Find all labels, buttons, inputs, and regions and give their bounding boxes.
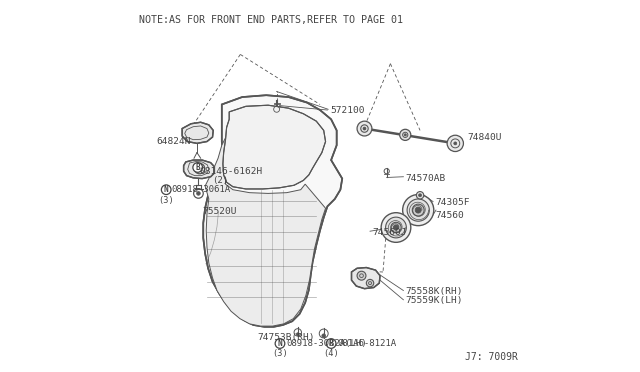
Circle shape bbox=[415, 207, 421, 213]
Text: NOTE:AS FOR FRONT END PARTS,REFER TO PAGE 01: NOTE:AS FOR FRONT END PARTS,REFER TO PAG… bbox=[139, 15, 403, 25]
Polygon shape bbox=[205, 134, 326, 326]
Circle shape bbox=[403, 195, 434, 226]
Text: 74305F: 74305F bbox=[435, 198, 469, 207]
Ellipse shape bbox=[255, 141, 262, 146]
Text: N: N bbox=[164, 185, 168, 194]
Text: 572100: 572100 bbox=[330, 106, 365, 115]
Circle shape bbox=[357, 121, 372, 136]
Text: 74560J: 74560J bbox=[372, 228, 406, 237]
Circle shape bbox=[196, 192, 200, 195]
Ellipse shape bbox=[240, 147, 244, 151]
Circle shape bbox=[385, 217, 406, 238]
Circle shape bbox=[366, 279, 374, 287]
Text: (4): (4) bbox=[323, 349, 339, 358]
Text: R: R bbox=[329, 339, 333, 348]
Circle shape bbox=[454, 142, 457, 145]
Circle shape bbox=[400, 129, 411, 140]
Text: 08918-3082A(LH): 08918-3082A(LH) bbox=[286, 339, 367, 348]
Circle shape bbox=[275, 339, 285, 348]
Text: (2): (2) bbox=[212, 176, 228, 185]
Circle shape bbox=[419, 194, 422, 197]
Text: J7: 7009R: J7: 7009R bbox=[465, 352, 517, 362]
Text: 75559K(LH): 75559K(LH) bbox=[405, 296, 463, 305]
Circle shape bbox=[407, 199, 429, 221]
Circle shape bbox=[381, 213, 411, 242]
Circle shape bbox=[197, 166, 202, 171]
Ellipse shape bbox=[238, 146, 246, 152]
Circle shape bbox=[417, 192, 424, 199]
Text: B: B bbox=[195, 163, 200, 172]
Circle shape bbox=[412, 204, 424, 216]
Polygon shape bbox=[184, 160, 214, 179]
Text: 75520U: 75520U bbox=[202, 208, 237, 217]
Text: 74560: 74560 bbox=[435, 211, 463, 220]
Polygon shape bbox=[182, 122, 213, 143]
Circle shape bbox=[161, 185, 171, 195]
Text: N: N bbox=[278, 339, 282, 348]
Ellipse shape bbox=[252, 168, 255, 171]
Text: (3): (3) bbox=[272, 349, 288, 358]
Polygon shape bbox=[223, 105, 326, 189]
Text: 75558K(RH): 75558K(RH) bbox=[405, 287, 463, 296]
Circle shape bbox=[391, 222, 401, 233]
Circle shape bbox=[394, 225, 399, 230]
Circle shape bbox=[404, 134, 406, 136]
Circle shape bbox=[363, 127, 366, 130]
Ellipse shape bbox=[250, 167, 257, 172]
Circle shape bbox=[326, 339, 336, 348]
Circle shape bbox=[447, 135, 463, 151]
Text: (3): (3) bbox=[158, 196, 174, 205]
Text: 08146-6162H: 08146-6162H bbox=[200, 167, 263, 176]
Text: 08918-3061A: 08918-3061A bbox=[172, 185, 231, 194]
Circle shape bbox=[322, 334, 326, 337]
Text: 74570AB: 74570AB bbox=[405, 174, 445, 183]
Ellipse shape bbox=[269, 161, 278, 167]
Polygon shape bbox=[204, 95, 342, 327]
Text: 74753B(RH): 74753B(RH) bbox=[257, 333, 314, 343]
Polygon shape bbox=[351, 267, 380, 289]
Ellipse shape bbox=[257, 142, 261, 145]
Text: 081A6-8121A: 081A6-8121A bbox=[337, 339, 396, 348]
Circle shape bbox=[193, 163, 202, 172]
Text: 64824N: 64824N bbox=[156, 137, 191, 146]
Circle shape bbox=[357, 271, 366, 280]
Circle shape bbox=[296, 333, 300, 336]
Ellipse shape bbox=[271, 162, 276, 165]
Text: 74840U: 74840U bbox=[467, 133, 502, 142]
